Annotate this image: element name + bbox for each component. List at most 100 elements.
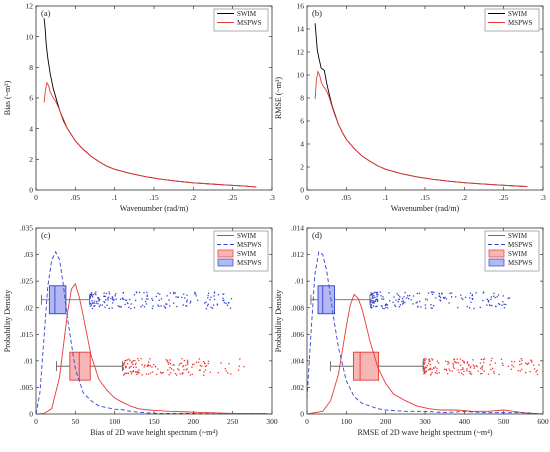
- outlier-point: [173, 369, 175, 371]
- outlier-point: [371, 294, 373, 296]
- outlier-point: [431, 372, 433, 374]
- outlier-point: [458, 371, 460, 374]
- outlier-point: [184, 297, 186, 299]
- outlier-point: [388, 292, 390, 294]
- outlier-point: [207, 360, 210, 362]
- outlier-point: [452, 366, 454, 368]
- outlier-point: [96, 300, 98, 303]
- outlier-point: [207, 294, 209, 297]
- outlier-point: [445, 369, 448, 372]
- outlier-point: [140, 306, 142, 308]
- outlier-point: [385, 303, 387, 305]
- outlier-point: [157, 292, 159, 294]
- outlier-point: [146, 295, 148, 298]
- outlier-point: [376, 293, 378, 295]
- outlier-point: [228, 363, 230, 365]
- outlier-point: [222, 293, 224, 295]
- outlier-point: [431, 307, 433, 309]
- outlier-point: [527, 363, 529, 365]
- outlier-point: [172, 364, 174, 366]
- outlier-point: [398, 306, 401, 308]
- x-axis-label: Bias of 2D wave height spectrum (~m⁴): [90, 428, 218, 437]
- outlier-point: [428, 362, 430, 365]
- outlier-point: [207, 303, 209, 305]
- outlier-point: [103, 301, 106, 304]
- outlier-point: [466, 369, 468, 372]
- outlier-point: [237, 369, 240, 371]
- outlier-point: [126, 363, 129, 365]
- outlier-point: [471, 294, 474, 296]
- outlier-point: [426, 365, 429, 367]
- box-iqr: [48, 285, 67, 315]
- outlier-point: [370, 304, 372, 306]
- outlier-point: [463, 370, 465, 373]
- boxplot-swim: [56, 351, 245, 381]
- outlier-point: [427, 292, 430, 294]
- outlier-point: [186, 359, 189, 361]
- outlier-point: [428, 369, 430, 371]
- outlier-point: [511, 364, 513, 366]
- x-tick-label: .2: [462, 193, 468, 202]
- series-line-swim: [314, 23, 528, 187]
- legend-label: SWIM: [237, 10, 257, 18]
- outlier-point: [90, 304, 93, 306]
- outlier-point: [103, 301, 105, 303]
- panel-label: (d): [312, 230, 322, 240]
- outlier-point: [107, 297, 109, 300]
- outlier-point: [498, 373, 500, 376]
- outlier-point: [209, 299, 211, 301]
- y-tick-label: .014: [291, 224, 304, 233]
- outlier-point: [104, 295, 106, 298]
- outlier-point: [160, 298, 163, 300]
- legend-label: SWIM: [237, 250, 257, 258]
- outlier-point: [430, 291, 433, 293]
- outlier-point: [439, 299, 441, 301]
- outlier-point: [417, 305, 419, 308]
- outlier-point: [373, 302, 375, 304]
- outlier-point: [94, 292, 96, 295]
- legend-swatch-box: [488, 249, 505, 258]
- outlier-point: [494, 296, 496, 299]
- outlier-point: [112, 302, 114, 304]
- outlier-point: [491, 304, 493, 307]
- outlier-point: [169, 359, 171, 361]
- outlier-point: [475, 292, 477, 294]
- outlier-point: [160, 305, 162, 307]
- outlier-point: [438, 372, 440, 374]
- outlier-point: [423, 365, 425, 368]
- outlier-point: [112, 298, 114, 300]
- outlier-point: [129, 359, 131, 362]
- outlier-point: [416, 301, 418, 303]
- outlier-point: [481, 372, 483, 375]
- outlier-point: [424, 298, 427, 300]
- y-tick-label: 10: [26, 32, 34, 41]
- outlier-point: [433, 291, 435, 293]
- outlier-point: [164, 307, 167, 309]
- outlier-point: [130, 361, 133, 364]
- outlier-point: [398, 298, 400, 301]
- outlier-point: [223, 299, 225, 301]
- outlier-point: [207, 362, 209, 365]
- outlier-point: [216, 303, 218, 305]
- outlier-point: [462, 368, 464, 370]
- outlier-point: [204, 363, 206, 365]
- outlier-point: [490, 298, 492, 300]
- y-axis-label: Probability Density: [274, 290, 283, 352]
- outlier-point: [479, 367, 482, 370]
- outlier-point: [519, 370, 521, 372]
- outlier-point: [120, 306, 122, 308]
- outlier-point: [467, 364, 470, 367]
- outlier-point: [207, 297, 209, 299]
- outlier-point: [490, 368, 492, 371]
- outlier-point: [460, 369, 462, 371]
- x-tick-label: .1: [112, 193, 118, 202]
- outlier-point: [138, 291, 141, 294]
- outlier-point: [210, 306, 212, 309]
- outlier-point: [445, 298, 448, 300]
- outlier-point: [170, 368, 173, 370]
- outlier-point: [425, 366, 427, 368]
- outlier-point: [486, 304, 488, 306]
- outlier-point: [209, 371, 211, 373]
- y-tick-label: .002: [291, 383, 304, 392]
